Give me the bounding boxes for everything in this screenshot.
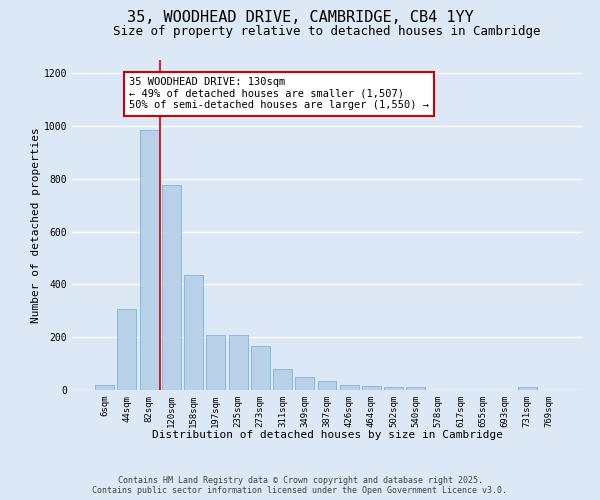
Y-axis label: Number of detached properties: Number of detached properties [31, 127, 41, 323]
Text: 35, WOODHEAD DRIVE, CAMBRIDGE, CB4 1YY: 35, WOODHEAD DRIVE, CAMBRIDGE, CB4 1YY [127, 10, 473, 25]
Bar [295, 377, 314, 390]
Bar [229, 334, 248, 390]
Text: Contains HM Land Registry data © Crown copyright and database right 2025.
Contai: Contains HM Land Registry data © Crown c… [92, 476, 508, 495]
Title: Size of property relative to detached houses in Cambridge: Size of property relative to detached ho… [113, 25, 541, 38]
Bar [340, 384, 359, 390]
Bar [406, 388, 425, 390]
Bar [140, 130, 158, 390]
Bar [251, 346, 270, 390]
Bar [384, 388, 403, 390]
Text: 35 WOODHEAD DRIVE: 130sqm
← 49% of detached houses are smaller (1,507)
50% of se: 35 WOODHEAD DRIVE: 130sqm ← 49% of detac… [129, 77, 429, 110]
Bar [362, 386, 381, 390]
Bar [317, 381, 337, 390]
Bar [95, 384, 114, 390]
Bar [162, 186, 181, 390]
Bar [118, 310, 136, 390]
Bar [273, 369, 292, 390]
Bar [206, 334, 225, 390]
Bar [184, 275, 203, 390]
X-axis label: Distribution of detached houses by size in Cambridge: Distribution of detached houses by size … [151, 430, 503, 440]
Bar [518, 388, 536, 390]
